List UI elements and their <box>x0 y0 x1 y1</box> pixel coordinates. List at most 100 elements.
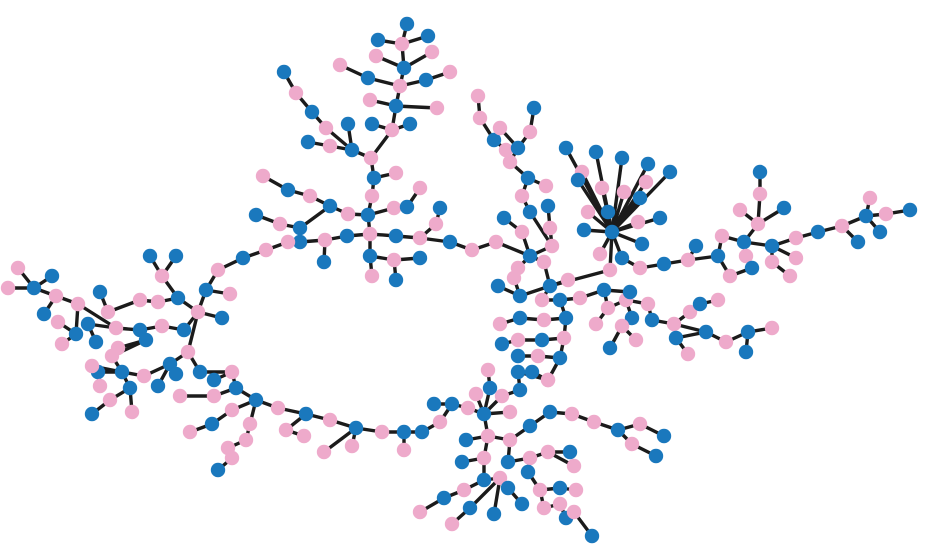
graph-node-pink <box>632 260 648 276</box>
graph-node-blue <box>512 382 528 398</box>
graph-node-blue <box>512 288 528 304</box>
graph-node-pink <box>572 290 588 306</box>
graph-node-pink <box>278 422 294 438</box>
graph-edge <box>610 196 642 234</box>
graph-node-blue <box>602 340 618 356</box>
graph-node-pink <box>364 268 380 284</box>
graph-node-pink <box>432 414 448 430</box>
graph-node-blue <box>614 150 630 166</box>
graph-node-pink <box>48 288 64 304</box>
graph-node-blue <box>656 428 672 444</box>
graph-edge <box>610 156 624 234</box>
graph-node-pink <box>628 332 644 348</box>
graph-node-pink <box>180 344 196 360</box>
graph-node-blue <box>170 290 186 306</box>
graph-node-pink <box>222 286 238 302</box>
graph-node-blue <box>486 132 502 148</box>
graph-node-pink <box>460 400 476 416</box>
graph-node-blue <box>494 336 510 352</box>
graph-node-pink <box>412 230 428 246</box>
graph-node-pink <box>666 316 682 332</box>
graph-node-pink <box>344 438 360 454</box>
graph-node-pink <box>498 142 514 158</box>
graph-node-pink <box>680 346 696 362</box>
graph-node-blue <box>588 144 604 160</box>
graph-node-blue <box>486 506 502 522</box>
node-layer <box>0 16 918 544</box>
graph-node-blue <box>204 416 220 432</box>
graph-node-pink <box>564 406 580 422</box>
graph-node-blue <box>228 380 244 396</box>
graph-node-blue <box>520 170 536 186</box>
graph-node-pink <box>136 368 152 384</box>
graph-node-pink <box>317 232 333 248</box>
graph-node-pink <box>514 188 530 204</box>
graph-node-blue <box>454 454 470 470</box>
graph-node-pink <box>255 168 271 184</box>
graph-node-blue <box>850 234 866 250</box>
graph-node-blue <box>662 164 678 180</box>
graph-node-blue <box>68 326 84 342</box>
graph-node-pink <box>470 88 486 104</box>
graph-node-blue <box>510 348 526 364</box>
graph-node-pink <box>566 458 582 474</box>
graph-node-blue <box>348 420 364 436</box>
graph-node-blue <box>634 236 650 252</box>
graph-node-pink <box>718 334 734 350</box>
graph-node-blue <box>584 528 600 544</box>
graph-node-blue <box>344 142 360 158</box>
graph-node-pink <box>586 414 602 430</box>
graph-node-blue <box>198 282 214 298</box>
graph-node-blue <box>652 210 668 226</box>
graph-node-pink <box>270 400 286 416</box>
graph-node-pink <box>878 206 894 222</box>
graph-node-blue <box>496 210 512 226</box>
graph-node-pink <box>682 304 698 320</box>
graph-node-blue <box>526 100 542 116</box>
graph-edge <box>76 302 118 330</box>
graph-node-pink <box>224 364 240 380</box>
graph-node-pink <box>632 416 648 432</box>
graph-node-pink <box>556 330 572 346</box>
graph-node-pink <box>552 496 568 512</box>
graph-node-blue <box>300 134 316 150</box>
graph-node-blue <box>360 207 376 223</box>
graph-node-pink <box>494 388 510 404</box>
graph-node-blue <box>640 156 656 172</box>
graph-node-blue <box>26 280 42 296</box>
graph-node-pink <box>456 482 472 498</box>
graph-node-blue <box>364 116 380 132</box>
graph-node-blue <box>764 238 780 254</box>
graph-node-pink <box>638 174 654 190</box>
graph-node-blue <box>414 424 430 440</box>
graph-node-pink <box>764 254 780 270</box>
graph-node-blue <box>366 170 382 186</box>
graph-node-blue <box>168 366 184 382</box>
graph-node-pink <box>442 64 458 80</box>
graph-node-pink <box>732 202 748 218</box>
graph-node-pink <box>210 262 226 278</box>
graph-node-blue <box>396 60 412 76</box>
graph-node-blue <box>558 140 574 156</box>
graph-node-pink <box>862 190 878 206</box>
graph-node-blue <box>168 248 184 264</box>
graph-node-pink <box>506 270 522 286</box>
graph-node-blue <box>624 310 640 326</box>
graph-node-blue <box>280 182 296 198</box>
graph-node-pink <box>190 304 206 320</box>
graph-node-blue <box>562 444 578 460</box>
graph-node-blue <box>644 312 660 328</box>
graph-node-pink <box>502 432 518 448</box>
graph-node-blue <box>316 254 332 270</box>
graph-node-blue <box>858 208 874 224</box>
graph-node-blue <box>490 278 506 294</box>
graph-node-pink <box>510 332 526 348</box>
graph-node-pink <box>540 444 556 460</box>
graph-node-pink <box>468 386 484 402</box>
graph-node-blue <box>752 164 768 180</box>
graph-node-blue <box>902 202 918 218</box>
graph-node-blue <box>432 200 448 216</box>
graph-node-pink <box>182 424 198 440</box>
graph-node-blue <box>298 406 314 422</box>
graph-node-blue <box>402 116 418 132</box>
